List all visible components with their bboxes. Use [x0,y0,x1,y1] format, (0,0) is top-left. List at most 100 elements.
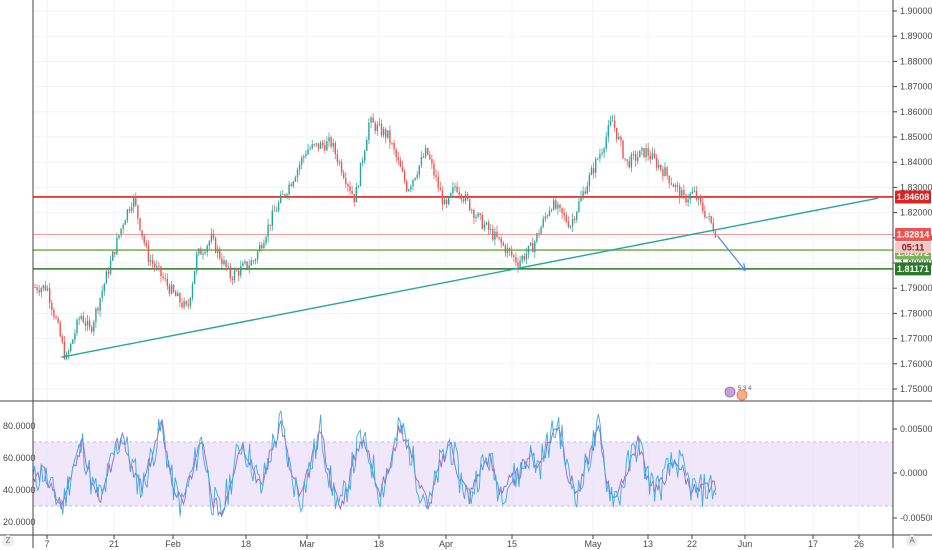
trendline[interactable] [61,197,879,358]
candle-body [248,265,250,269]
candle-body [34,287,36,288]
candle-body [135,196,137,206]
candle-body [128,209,131,211]
candle-body [448,196,450,205]
candle-body [72,339,74,344]
candle-body [70,343,72,352]
candle-body [393,143,395,150]
candle-body [588,174,591,186]
candle-body [91,327,93,332]
candle-body [576,211,578,220]
x-tick-label: 17 [808,539,818,549]
osc-left-tick-label: 60.0000 [3,453,36,463]
candle-body [189,298,192,306]
candle-body [529,242,532,246]
candle-body [225,260,227,268]
candle-body [44,285,47,291]
candle-body [490,229,492,230]
candle-body [431,159,433,164]
candle-body [101,290,103,299]
candle-body [439,187,441,191]
candle-body [340,161,343,174]
candle-body [553,200,555,210]
candle-body [294,177,297,182]
candle-body [156,265,158,268]
candle-body [326,141,328,151]
x-tick-label: 18 [374,539,384,549]
event-markers[interactable]: 5 3 4 [724,386,752,401]
candle-body [193,271,196,285]
candle-body [422,157,425,158]
candle-body [647,148,649,156]
candle-body [456,186,458,192]
y-tick-label: 1.75000 [900,384,932,394]
candle-body [290,184,292,187]
candle-body [273,210,276,212]
candle-body [200,248,202,255]
candle-body [651,153,654,160]
candle-body [166,278,168,286]
candle-body [63,341,66,359]
candle-body [410,186,412,190]
candle-body [61,336,63,342]
horizontal-lines [33,196,893,270]
candle-body [198,248,200,254]
candle-body [702,202,704,211]
candle-body [84,322,87,326]
candle-body [613,120,616,128]
candle-body [271,210,273,226]
candle-body [107,271,110,274]
candle-body [36,287,38,291]
projection-arrow[interactable] [716,235,746,271]
candle-body [164,278,166,279]
candle-body [336,154,339,163]
candle-body [116,237,118,255]
auto-scale-button[interactable]: A [906,535,918,547]
candle-body [460,194,462,200]
candle-body [158,265,160,267]
osc-left-tick-label: 20.0000 [3,517,36,527]
candle-body [67,351,70,355]
y-tick-label: 1.77000 [900,334,932,344]
candle-body [145,243,147,246]
countdown-badge [895,242,931,254]
candle-body [345,178,347,185]
candle-body [313,144,315,145]
candle-body [187,304,189,306]
candle-body [626,159,628,161]
candle-body [250,260,252,266]
price-axis[interactable]: 1.90000 1.89000 1.88000 1.87000 1.86000 1.850… [893,6,932,394]
candle-body [479,213,481,215]
time-axis[interactable]: 7 21 Feb 18 Mar 18 Apr 15 May 13 22 Jun 17 26 [44,535,864,549]
candle-body [668,175,670,184]
candle-body [112,251,114,261]
candle-body [317,143,320,149]
candle-body [517,262,519,267]
candle-body [595,159,597,174]
candle-body [286,194,288,196]
candle-body [550,209,553,211]
candle-body [466,194,469,200]
candle-body [261,245,263,249]
candle-body [685,194,687,203]
event-marker-icon[interactable] [736,389,748,401]
candle-body [401,167,404,172]
candle-body [227,266,229,268]
candle-body [298,164,301,170]
candle-body [42,285,45,289]
event-marker-icon[interactable] [724,386,736,398]
oscillator-signal-line [32,418,717,517]
candle-body [620,136,622,141]
candle-body [130,207,133,211]
candle-body [347,184,349,186]
candle-body [559,204,561,208]
y-tick-label: 1.76000 [900,359,932,369]
candle-body [395,149,397,158]
y-tick-label: 1.87000 [900,82,932,92]
candle-body [695,191,698,200]
candle-body [380,123,383,136]
candle-body [523,255,525,260]
candle-body [632,153,635,155]
candle-body [534,241,536,253]
timezone-button[interactable]: Z [2,535,14,547]
